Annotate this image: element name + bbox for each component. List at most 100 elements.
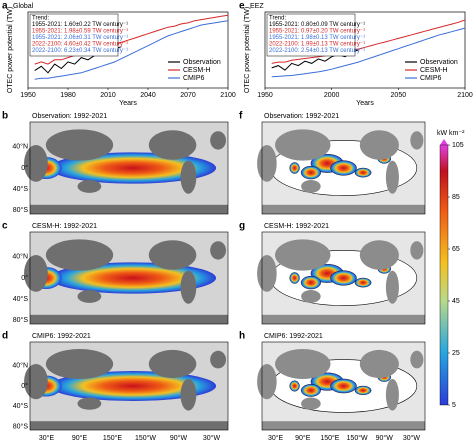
series-line — [271, 49, 359, 71]
eez-hotspot — [354, 385, 372, 396]
land — [410, 241, 424, 260]
colorbar-tick-label: 25 — [452, 350, 460, 357]
land — [45, 349, 114, 379]
land — [148, 349, 197, 379]
lon-label: 90°W — [376, 434, 394, 442]
plot-frame — [27, 11, 229, 89]
land — [301, 289, 321, 303]
annotation-box — [29, 13, 119, 57]
antarctica — [262, 421, 425, 430]
legend-label: CMIP6 — [183, 75, 205, 82]
legend-label: CESM-H — [183, 67, 211, 74]
eez-hotspot — [300, 165, 321, 180]
lon-label: 150°E — [103, 434, 122, 442]
lon-label: 90°E — [72, 434, 88, 442]
map-title: CMIP6: 1992-2021 — [32, 333, 91, 340]
land — [385, 378, 399, 411]
antarctica — [30, 314, 228, 324]
land — [301, 179, 321, 193]
lat-label: 80°S — [13, 316, 29, 324]
x-tick-label: 1980 — [60, 92, 76, 99]
land — [180, 378, 197, 411]
panel-label: g — [239, 221, 245, 232]
series-line — [34, 20, 229, 80]
eez-hotspot — [354, 277, 372, 288]
chart-title: EEZ — [250, 3, 264, 10]
warm-pool — [49, 152, 217, 184]
land — [180, 270, 197, 304]
land — [45, 239, 114, 271]
lat-label: 80°S — [13, 206, 29, 214]
colorbar-tick-label: 5 — [452, 402, 456, 409]
lon-label: 150°W — [347, 434, 368, 442]
legend-label: CESM-H — [420, 67, 448, 74]
map — [24, 121, 229, 215]
land — [180, 160, 197, 194]
x-axis-label: Years — [119, 100, 137, 107]
land — [210, 241, 227, 260]
series-line — [34, 14, 229, 65]
lat-label: 40°S — [13, 295, 29, 303]
annotation: Trend: — [32, 16, 49, 22]
land — [275, 349, 331, 379]
y-axis-label: OTEC power potential (TW) — [244, 7, 251, 93]
map-title: CMIP6: 1992-2021 — [264, 333, 323, 340]
map — [24, 341, 229, 431]
x-tick-label: 2050 — [391, 92, 407, 99]
map-frame — [29, 231, 229, 325]
panel-label: f — [239, 111, 243, 122]
map — [257, 121, 426, 215]
eez-hotspot — [289, 162, 300, 174]
x-tick-label: 2040 — [140, 92, 156, 99]
land — [77, 397, 102, 410]
x-axis-label: Years — [356, 100, 374, 107]
land — [410, 131, 424, 150]
annotation: 2022-2100: 4.60±0.42 TW century⁻¹ — [32, 42, 128, 48]
map-frame — [261, 341, 426, 431]
eez-hotspot — [330, 160, 357, 176]
map — [257, 341, 426, 431]
colorbar — [439, 144, 449, 406]
eez-hotspot — [289, 272, 300, 284]
land — [45, 129, 114, 161]
antarctica — [262, 314, 425, 324]
land — [385, 160, 399, 194]
plot-frame — [264, 11, 466, 89]
x-tick-label: 2100 — [220, 92, 236, 99]
annotation: 1955-2021: 2.06±0.31 TW century⁻¹ — [32, 35, 128, 41]
annotation: 1955-2021: 0.80±0.09 TW century⁻¹ — [269, 22, 365, 28]
map-title: Observation: 1992-2021 — [32, 113, 107, 120]
x-tick-label: 2070 — [180, 92, 196, 99]
x-tick-label: 1950 — [257, 92, 273, 99]
annotation: 1955-2021: 0.97±0.20 TW century⁻¹ — [269, 29, 365, 35]
land — [257, 145, 277, 182]
series-line — [271, 27, 466, 78]
warm-pool — [49, 262, 217, 294]
chart-title: Global — [13, 3, 34, 10]
annotation: 1955-2021: 1.98±0.59 TW century⁻¹ — [32, 29, 128, 35]
map-frame — [29, 121, 229, 215]
eez-hotspot — [330, 270, 357, 286]
land — [210, 131, 227, 150]
lat-label: 40°N — [12, 143, 28, 151]
colorbar-tick-label: 85 — [452, 194, 460, 201]
panel-label: e — [239, 1, 245, 12]
land — [77, 289, 102, 303]
colorbar-tick-label: 45 — [452, 298, 460, 305]
panel-label: a — [2, 1, 8, 12]
land — [385, 270, 399, 304]
lon-label: 150°W — [135, 434, 156, 442]
map — [24, 231, 229, 325]
eez-hotspot — [300, 275, 321, 290]
y-axis-label: OTEC power potential (TW) — [7, 7, 14, 93]
panel-label: c — [2, 221, 8, 232]
map — [257, 231, 426, 325]
panel-label: h — [239, 331, 245, 342]
antarctica — [30, 204, 228, 214]
lat-label: 40°S — [13, 185, 29, 193]
panel-label: d — [2, 331, 8, 342]
colorbar-arrow — [440, 139, 448, 145]
lon-label: 30°E — [268, 434, 284, 442]
land — [275, 129, 331, 161]
map-title: CESM-H: 1992-2021 — [264, 223, 329, 230]
